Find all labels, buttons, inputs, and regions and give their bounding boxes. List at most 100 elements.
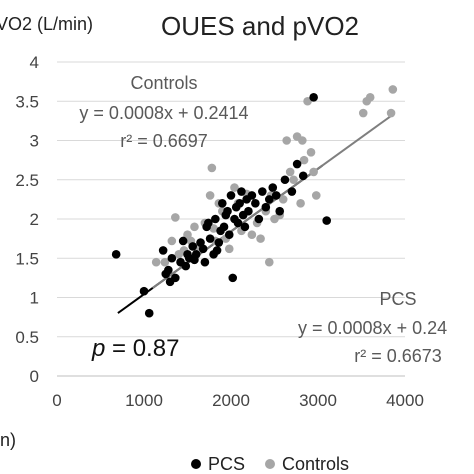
y-tick-label: 0.5 bbox=[15, 328, 39, 347]
point-pcs bbox=[226, 191, 236, 200]
point-controls bbox=[171, 213, 180, 222]
point-controls bbox=[299, 155, 309, 165]
point-pcs bbox=[200, 257, 210, 267]
point-controls bbox=[282, 136, 291, 145]
x-tick-label: 3000 bbox=[299, 391, 337, 410]
point-pcs bbox=[223, 206, 232, 216]
legend: PCS Controls bbox=[191, 454, 349, 474]
point-controls bbox=[386, 108, 396, 118]
point-controls bbox=[224, 244, 234, 254]
p-value: = 0.87 bbox=[105, 335, 179, 362]
point-controls bbox=[209, 224, 218, 233]
controls-annotation-label: Controls bbox=[130, 73, 197, 93]
point-controls bbox=[183, 230, 192, 239]
point-controls bbox=[205, 191, 215, 200]
point-pcs bbox=[251, 199, 260, 208]
point-controls bbox=[151, 257, 161, 267]
controls-equation: y = 0.0008x + 0.2414 bbox=[79, 103, 248, 123]
y-tick-label: 3.5 bbox=[15, 92, 39, 111]
point-pcs bbox=[139, 286, 149, 296]
point-pcs bbox=[292, 159, 302, 169]
point-pcs bbox=[322, 216, 332, 225]
point-pcs bbox=[280, 175, 290, 185]
point-pcs bbox=[298, 171, 308, 181]
controls-r-squared: r² = 0.6697 bbox=[120, 131, 208, 151]
point-pcs bbox=[158, 246, 168, 255]
y-tick-label: 4 bbox=[30, 53, 39, 72]
point-controls bbox=[298, 136, 307, 145]
point-controls bbox=[256, 234, 265, 243]
point-pcs bbox=[264, 195, 274, 204]
y-tick-label: 1 bbox=[30, 289, 39, 308]
pcs-r-squared: r² = 0.6673 bbox=[354, 346, 442, 366]
point-controls bbox=[289, 175, 298, 185]
point-pcs bbox=[237, 187, 246, 196]
legend-marker-controls bbox=[265, 459, 275, 469]
y-tick-label: 0 bbox=[30, 367, 39, 386]
point-controls bbox=[358, 108, 368, 118]
y-tick-label: 2.5 bbox=[15, 171, 39, 190]
point-pcs bbox=[167, 253, 177, 263]
point-pcs bbox=[178, 236, 188, 246]
point-pcs bbox=[181, 261, 191, 271]
x-tick-label: 1000 bbox=[125, 391, 163, 410]
y-tick-label: 2 bbox=[30, 210, 39, 229]
legend-label-pcs: PCS bbox=[208, 454, 245, 474]
p-symbol: p bbox=[91, 335, 105, 362]
point-pcs bbox=[233, 218, 243, 228]
point-controls bbox=[167, 236, 177, 246]
point-controls bbox=[388, 85, 398, 94]
point-pcs bbox=[214, 238, 224, 247]
point-pcs bbox=[212, 246, 222, 255]
point-pcs bbox=[309, 93, 318, 102]
point-controls bbox=[264, 257, 274, 267]
point-pcs bbox=[258, 187, 267, 196]
point-pcs bbox=[198, 244, 208, 254]
x-tick-label: 2000 bbox=[212, 391, 250, 410]
point-pcs bbox=[244, 206, 253, 216]
x-tick-label: 0 bbox=[52, 391, 61, 410]
point-pcs bbox=[228, 273, 238, 283]
data-points bbox=[111, 85, 398, 318]
point-controls bbox=[285, 167, 295, 177]
point-pcs bbox=[240, 222, 250, 232]
point-controls bbox=[207, 163, 217, 173]
point-controls bbox=[311, 191, 321, 200]
y-tick-label: 3 bbox=[30, 132, 39, 151]
point-pcs bbox=[219, 222, 229, 232]
point-pcs bbox=[191, 250, 201, 259]
point-pcs bbox=[224, 230, 234, 239]
x-axis-label: n) bbox=[0, 430, 16, 450]
point-controls bbox=[278, 195, 288, 204]
point-controls bbox=[365, 93, 375, 102]
point-pcs bbox=[211, 214, 220, 224]
point-pcs bbox=[218, 199, 227, 208]
x-tick-label: 4000 bbox=[386, 391, 424, 410]
point-pcs bbox=[271, 191, 281, 200]
legend-marker-pcs bbox=[191, 459, 201, 469]
y-axis-label: VO2 (L/min) bbox=[0, 14, 93, 34]
legend-label-controls: Controls bbox=[282, 454, 349, 474]
axes: 0 0.5 1 1.5 2 2.5 3 3.5 4 0 1000 2000 3000 4000 bbox=[15, 53, 424, 410]
point-pcs bbox=[144, 308, 154, 318]
point-pcs bbox=[111, 250, 121, 259]
point-pcs bbox=[235, 199, 244, 208]
point-controls bbox=[296, 199, 305, 208]
point-pcs bbox=[275, 206, 285, 216]
point-controls bbox=[230, 183, 239, 192]
point-pcs bbox=[188, 242, 198, 251]
point-pcs bbox=[171, 273, 180, 283]
point-controls bbox=[306, 147, 316, 157]
point-pcs bbox=[268, 183, 278, 192]
point-pcs bbox=[205, 234, 215, 243]
point-pcs bbox=[287, 187, 297, 196]
y-tick-label: 1.5 bbox=[15, 249, 39, 268]
point-controls bbox=[160, 257, 170, 267]
point-controls bbox=[309, 167, 318, 177]
p-value-annotation: p = 0.87 bbox=[91, 335, 179, 362]
chart-title: OUES and pVO2 bbox=[161, 11, 359, 41]
point-controls bbox=[190, 222, 199, 232]
point-pcs bbox=[261, 202, 271, 212]
point-pcs bbox=[254, 214, 264, 224]
